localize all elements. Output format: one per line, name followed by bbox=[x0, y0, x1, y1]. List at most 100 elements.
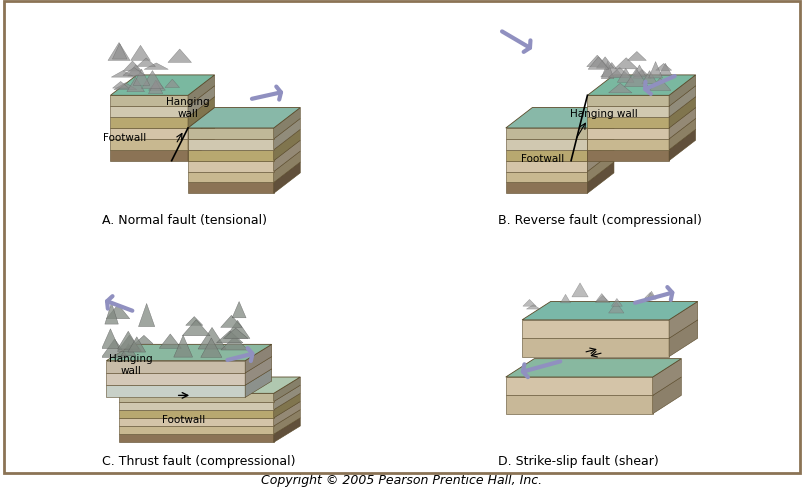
Polygon shape bbox=[505, 108, 613, 129]
Text: Footwall: Footwall bbox=[520, 153, 564, 163]
Polygon shape bbox=[587, 76, 695, 96]
Polygon shape bbox=[273, 108, 300, 140]
Polygon shape bbox=[273, 119, 300, 150]
Polygon shape bbox=[188, 108, 214, 140]
Polygon shape bbox=[668, 108, 695, 140]
Polygon shape bbox=[505, 396, 652, 414]
Polygon shape bbox=[632, 70, 650, 79]
Polygon shape bbox=[587, 119, 613, 150]
Polygon shape bbox=[220, 316, 242, 327]
Polygon shape bbox=[273, 152, 300, 183]
Polygon shape bbox=[188, 98, 214, 129]
Polygon shape bbox=[131, 46, 150, 61]
Polygon shape bbox=[596, 294, 606, 301]
Polygon shape bbox=[110, 386, 245, 393]
Polygon shape bbox=[104, 303, 118, 325]
Text: Hanging
wall: Hanging wall bbox=[166, 97, 210, 119]
Text: D. Strike-slip fault (shear): D. Strike-slip fault (shear) bbox=[497, 454, 658, 467]
Polygon shape bbox=[613, 59, 637, 70]
Polygon shape bbox=[119, 434, 273, 443]
Text: Copyright © 2005 Pearson Prentice Hall, Inc.: Copyright © 2005 Pearson Prentice Hall, … bbox=[261, 472, 542, 486]
Polygon shape bbox=[188, 129, 273, 140]
Polygon shape bbox=[173, 336, 193, 357]
Polygon shape bbox=[668, 320, 697, 357]
Polygon shape bbox=[182, 320, 210, 336]
Polygon shape bbox=[159, 334, 181, 348]
Polygon shape bbox=[521, 302, 697, 320]
Polygon shape bbox=[521, 339, 668, 357]
Polygon shape bbox=[273, 402, 300, 426]
Polygon shape bbox=[273, 410, 300, 434]
Polygon shape bbox=[101, 329, 119, 349]
Polygon shape bbox=[106, 373, 245, 386]
Polygon shape bbox=[646, 292, 655, 300]
Polygon shape bbox=[188, 76, 214, 107]
Polygon shape bbox=[127, 78, 145, 93]
Text: Hanging
wall: Hanging wall bbox=[109, 354, 153, 375]
Polygon shape bbox=[188, 130, 214, 162]
Polygon shape bbox=[587, 140, 668, 150]
Polygon shape bbox=[123, 68, 145, 76]
Polygon shape bbox=[571, 284, 588, 297]
Polygon shape bbox=[600, 63, 622, 78]
Polygon shape bbox=[123, 62, 141, 72]
Polygon shape bbox=[110, 118, 188, 129]
Polygon shape bbox=[221, 337, 248, 350]
Polygon shape bbox=[521, 320, 668, 339]
Polygon shape bbox=[119, 426, 273, 434]
Polygon shape bbox=[587, 118, 668, 129]
Polygon shape bbox=[608, 84, 631, 94]
Polygon shape bbox=[595, 296, 609, 303]
Polygon shape bbox=[198, 328, 226, 349]
Polygon shape bbox=[117, 331, 139, 349]
Polygon shape bbox=[587, 141, 613, 172]
Polygon shape bbox=[652, 377, 680, 414]
Polygon shape bbox=[188, 183, 273, 194]
Polygon shape bbox=[110, 76, 214, 96]
Polygon shape bbox=[112, 82, 128, 89]
Polygon shape bbox=[668, 130, 695, 162]
Polygon shape bbox=[668, 86, 695, 118]
Polygon shape bbox=[560, 295, 570, 303]
Polygon shape bbox=[188, 172, 273, 183]
Polygon shape bbox=[108, 43, 130, 61]
Polygon shape bbox=[121, 344, 136, 356]
Text: A. Normal fault (tensional): A. Normal fault (tensional) bbox=[102, 214, 267, 227]
Polygon shape bbox=[658, 64, 671, 77]
Polygon shape bbox=[188, 150, 273, 162]
Polygon shape bbox=[245, 345, 271, 373]
Polygon shape bbox=[110, 96, 188, 107]
Polygon shape bbox=[505, 129, 587, 140]
Polygon shape bbox=[273, 386, 300, 410]
Polygon shape bbox=[110, 129, 188, 140]
Polygon shape bbox=[245, 369, 271, 398]
Polygon shape bbox=[188, 108, 300, 129]
Polygon shape bbox=[101, 339, 128, 358]
Polygon shape bbox=[106, 345, 271, 361]
Polygon shape bbox=[185, 317, 202, 325]
Polygon shape bbox=[119, 402, 273, 410]
Polygon shape bbox=[505, 140, 587, 150]
Polygon shape bbox=[273, 130, 300, 162]
Polygon shape bbox=[668, 98, 695, 129]
Polygon shape bbox=[587, 152, 613, 183]
Polygon shape bbox=[610, 299, 622, 306]
Polygon shape bbox=[119, 410, 273, 418]
Text: C. Thrust fault (compressional): C. Thrust fault (compressional) bbox=[102, 454, 296, 467]
Polygon shape bbox=[522, 300, 536, 306]
Polygon shape bbox=[106, 305, 129, 319]
Polygon shape bbox=[128, 337, 145, 352]
Polygon shape bbox=[128, 65, 144, 77]
Polygon shape bbox=[216, 331, 243, 343]
Polygon shape bbox=[133, 70, 149, 86]
Polygon shape bbox=[505, 162, 587, 172]
Polygon shape bbox=[245, 357, 271, 386]
Polygon shape bbox=[624, 70, 647, 87]
Polygon shape bbox=[587, 108, 613, 140]
Polygon shape bbox=[587, 107, 668, 118]
Polygon shape bbox=[587, 129, 668, 140]
Text: B. Reverse fault (compressional): B. Reverse fault (compressional) bbox=[497, 214, 700, 227]
Polygon shape bbox=[119, 377, 300, 393]
Polygon shape bbox=[112, 44, 127, 60]
Polygon shape bbox=[144, 64, 168, 70]
